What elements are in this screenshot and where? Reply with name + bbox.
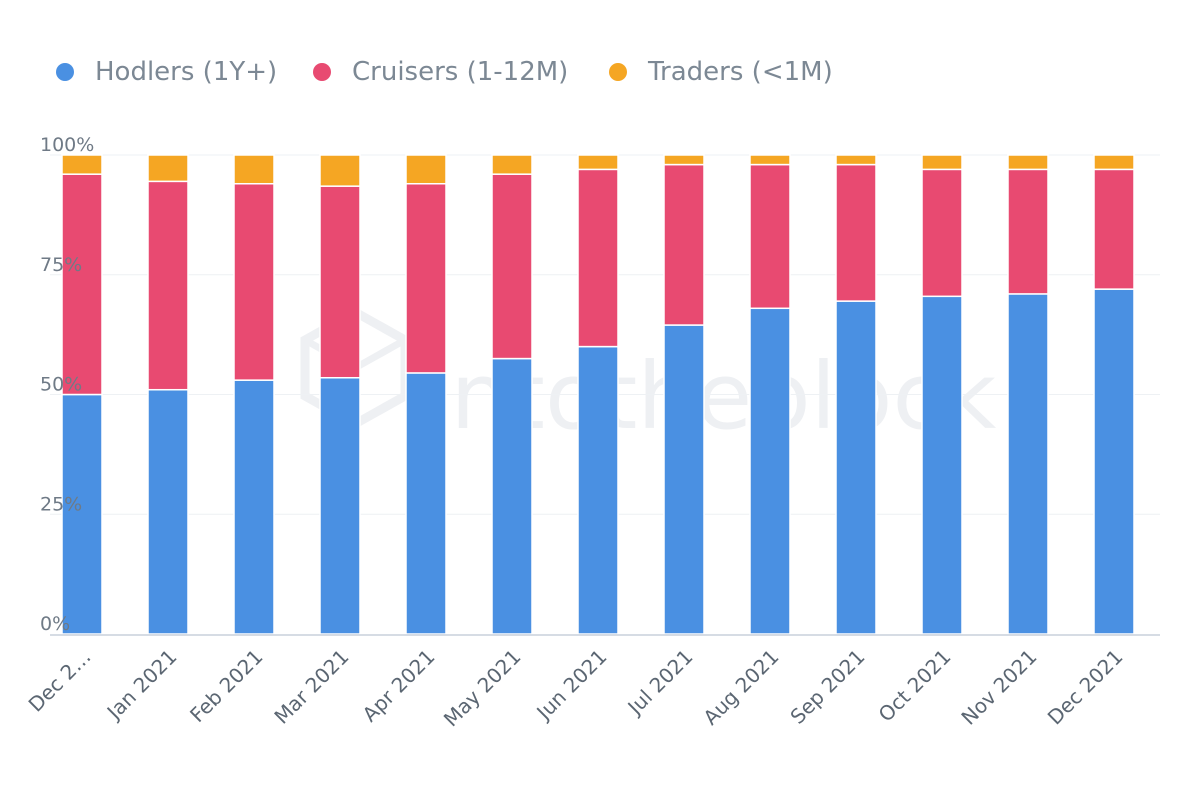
x-tick-label: Aug 2021	[698, 645, 783, 730]
bar-segment-traders[interactable]	[749, 154, 791, 166]
x-tick-label: Jun 2021	[531, 645, 612, 726]
bar-segment-cruisers[interactable]	[663, 163, 705, 326]
bar-segment-hodlers[interactable]	[61, 393, 103, 635]
y-tick-label: 50%	[40, 374, 82, 396]
bar-segment-traders[interactable]	[147, 154, 189, 183]
bar-segment-hodlers[interactable]	[921, 295, 963, 635]
bar-segment-hodlers[interactable]	[233, 379, 275, 635]
bar-segment-hodlers[interactable]	[319, 376, 361, 635]
x-tick-label: May 2021	[439, 645, 526, 732]
y-tick-label: 75%	[40, 254, 82, 276]
bar-segment-traders[interactable]	[577, 154, 619, 171]
legend-marker	[609, 63, 627, 81]
x-tick-label: Dec 2021	[1043, 645, 1128, 730]
bar-segment-hodlers[interactable]	[405, 372, 447, 635]
bar-segment-traders[interactable]	[491, 154, 533, 175]
x-tick-label: Jan 2021	[101, 645, 182, 726]
legend-label: Traders (<1M)	[647, 57, 833, 87]
legend-label: Hodlers (1Y+)	[95, 57, 277, 87]
x-tick-label: Sep 2021	[785, 645, 869, 729]
bar-segment-hodlers[interactable]	[663, 324, 705, 635]
bar-segment-hodlers[interactable]	[1007, 293, 1049, 635]
bar-segment-traders[interactable]	[1093, 154, 1135, 171]
bar-segment-traders[interactable]	[61, 154, 103, 175]
bar-segment-hodlers[interactable]	[577, 345, 619, 635]
watermark-logo-icon-line	[353, 336, 407, 372]
bar-segment-cruisers[interactable]	[921, 168, 963, 298]
x-tick-label: Feb 2021	[185, 645, 267, 727]
bar-segment-traders[interactable]	[663, 154, 705, 166]
x-tick-label: Dec 2…	[24, 645, 96, 717]
bar-segment-cruisers[interactable]	[491, 173, 533, 360]
x-tick-label: Apr 2021	[358, 645, 440, 727]
bar-segment-cruisers[interactable]	[319, 185, 361, 379]
y-axis-ticks: 0% 25% 50% 75% 100%	[40, 134, 94, 635]
legend-label: Cruisers (1-12M)	[352, 57, 568, 87]
bar-segment-cruisers[interactable]	[835, 163, 877, 302]
bar-segment-hodlers[interactable]	[491, 357, 533, 635]
bar-segment-cruisers[interactable]	[1007, 168, 1049, 295]
bar-segment-cruisers[interactable]	[749, 163, 791, 310]
legend-item[interactable]: Cruisers (1-12M)	[313, 57, 568, 87]
bar-segment-traders[interactable]	[921, 154, 963, 171]
bar-segment-traders[interactable]	[405, 154, 447, 185]
bar-segment-hodlers[interactable]	[147, 388, 189, 635]
bar-segment-traders[interactable]	[1007, 154, 1049, 171]
bar-segment-traders[interactable]	[319, 154, 361, 187]
bar-segment-cruisers[interactable]	[147, 180, 189, 391]
legend-marker	[313, 63, 331, 81]
x-tick-label: Nov 2021	[956, 645, 1041, 730]
bar-segment-hodlers[interactable]	[1093, 288, 1135, 635]
y-tick-label: 25%	[40, 493, 82, 515]
y-tick-label: 100%	[40, 134, 94, 156]
bar-segment-cruisers[interactable]	[405, 182, 447, 374]
bar-segment-traders[interactable]	[835, 154, 877, 166]
x-tick-label: Jul 2021	[622, 645, 698, 721]
bar-segment-cruisers[interactable]	[233, 182, 275, 381]
bar-segment-hodlers[interactable]	[749, 307, 791, 635]
x-tick-label: Oct 2021	[874, 645, 956, 727]
bar-segment-traders[interactable]	[233, 154, 275, 185]
bar-segment-cruisers[interactable]	[61, 173, 103, 396]
bar-segment-cruisers[interactable]	[577, 168, 619, 348]
bars	[61, 154, 1135, 635]
legend: Hodlers (1Y+) Cruisers (1-12M) Traders (<1…	[56, 57, 833, 87]
y-tick-label: 0%	[40, 613, 70, 635]
legend-item[interactable]: Hodlers (1Y+)	[56, 57, 277, 87]
bar-segment-hodlers[interactable]	[835, 300, 877, 635]
bar-segment-cruisers[interactable]	[1093, 168, 1135, 290]
x-axis-ticks: Dec 2… Jan 2021 Feb 2021 Mar 2021 Apr 2021 Ma…	[24, 645, 1128, 732]
legend-marker	[56, 63, 74, 81]
legend-item[interactable]: Traders (<1M)	[609, 57, 833, 87]
x-tick-label: Mar 2021	[269, 645, 353, 729]
